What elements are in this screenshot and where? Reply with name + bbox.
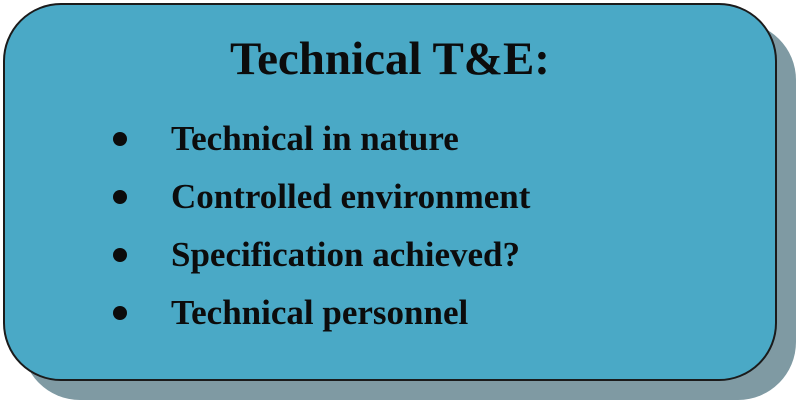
- rounded-text-box: [3, 3, 777, 381]
- bullet-icon: [113, 248, 127, 262]
- list-item-text: Specification achieved?: [171, 235, 520, 274]
- list-item: Technical personnel: [110, 284, 530, 342]
- list-item-text: Technical personnel: [171, 293, 469, 332]
- bullet-icon: [113, 190, 127, 204]
- box-title: Technical T&E:: [230, 33, 550, 85]
- bullet-icon: [113, 306, 127, 320]
- list-item-text: Technical in nature: [171, 119, 459, 158]
- bullet-list: Technical in nature Controlled environme…: [110, 110, 530, 342]
- list-item: Controlled environment: [110, 168, 530, 226]
- list-item-text: Controlled environment: [171, 177, 531, 216]
- list-item: Specification achieved?: [110, 226, 530, 284]
- list-item: Technical in nature: [110, 110, 530, 168]
- bullet-icon: [113, 132, 127, 146]
